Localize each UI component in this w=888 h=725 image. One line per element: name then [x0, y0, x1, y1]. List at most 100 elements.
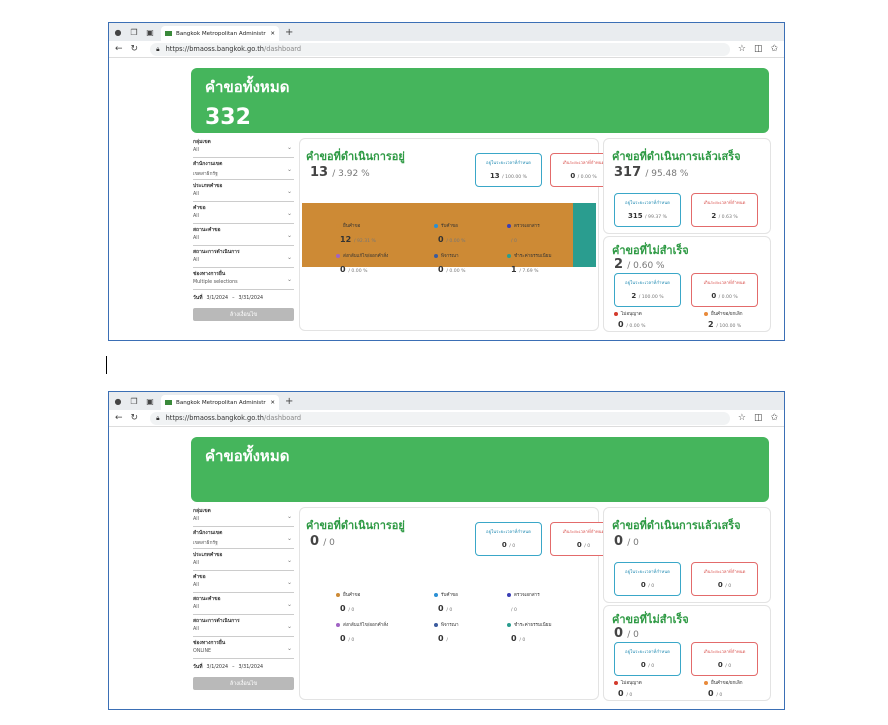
date-label: วันที่ — [193, 295, 203, 301]
over-time-value: 0 — [711, 292, 717, 300]
legend-label: ไม่อนุญาต — [621, 312, 642, 317]
date-range[interactable]: วันที่ 3/1/2024 – 3/31/2024 — [193, 664, 264, 670]
legend-value: 0 — [438, 634, 444, 643]
filter-value: All — [193, 236, 199, 241]
url-path: /dashboard — [263, 414, 302, 422]
over-time-value: 0 — [717, 581, 723, 589]
filter-value: ONLINE — [193, 649, 212, 654]
in-progress-title: คำขอที่ดำเนินการอยู่ — [306, 519, 405, 532]
legend-item: ตรวจเอกสาร / 0 — [507, 592, 540, 613]
filter-4[interactable]: สถานะคำขอ All ⌄ — [193, 593, 294, 615]
legend-item: ส่งกลับแก้ไข/ออกคำสั่ง 0 / 0.00 % — [336, 253, 388, 274]
within-time-label: อยู่ในระยะเวลาที่กำหนด — [625, 281, 670, 286]
filter-0[interactable]: กลุ่มเขต All ⌄ — [193, 505, 294, 527]
legend-item: พิจารณา 0 / 0.00 % — [434, 253, 465, 274]
filter-value: เขตสาธิกรัฐ — [193, 541, 218, 546]
legend-item: รับคำขอ 0 / 0 — [434, 592, 458, 613]
dashboard-page: คำขอทั้งหมด 332 กลุ่มเขต All ⌄ สำนักงานเ… — [109, 58, 784, 340]
favorite-star-icon[interactable]: ☆ — [737, 44, 746, 54]
browser-window: ● ❐ ▣ Bangkok Metropolitan Administr ✕ +… — [108, 391, 785, 710]
date-from[interactable]: 3/1/2024 — [206, 664, 229, 670]
tab-actions-icon[interactable]: ▣ — [146, 27, 154, 37]
filter-2[interactable]: ประเภทคำขอ All ⌄ — [193, 180, 294, 202]
date-to[interactable]: 3/31/2024 — [238, 664, 264, 670]
favicon-icon — [165, 400, 172, 405]
legend-value: 0 — [438, 604, 444, 613]
refresh-icon[interactable]: ↻ — [130, 44, 139, 54]
legend-item: ตรวจเอกสาร / 0 — [507, 223, 540, 244]
back-icon[interactable]: ← — [115, 413, 123, 423]
split-screen-icon[interactable]: ◫ — [753, 44, 763, 54]
filter-label: ประเภทคำขอ — [193, 183, 223, 189]
collections-icon[interactable]: ❐ — [130, 27, 138, 37]
back-icon[interactable]: ← — [115, 44, 123, 54]
chevron-down-icon: ⌄ — [286, 254, 292, 261]
new-tab-icon[interactable]: + — [285, 26, 294, 38]
legend-pct: / 100.00 % — [716, 324, 742, 329]
filter-value: All — [193, 258, 199, 263]
close-icon[interactable]: ✕ — [270, 30, 275, 37]
legend-dot-icon — [507, 622, 511, 627]
legend-label: ยื่นคำขอ — [343, 224, 361, 229]
failed-legend-item: ไม่อนุญาต 0 / 0 — [614, 680, 642, 698]
legend-value: 2 — [708, 320, 714, 329]
filter-value: Multiple selections — [193, 280, 238, 285]
legend-dot-icon — [507, 253, 511, 258]
legend-pct: / — [446, 638, 448, 643]
filter-5[interactable]: สถานะการดำเนินการ All ⌄ — [193, 246, 294, 268]
chevron-down-icon: ⌄ — [286, 166, 292, 173]
legend-dot-icon — [336, 592, 340, 597]
filter-3[interactable]: คำขอ All ⌄ — [193, 571, 294, 593]
filter-1[interactable]: สำนักงานเขต เขตสาธิกรัฐ ⌄ — [193, 158, 294, 180]
failed-card: คำขอที่ไม่สำเร็จ 2 / 0.60 % อยู่ในระยะเว… — [603, 236, 771, 332]
new-tab-icon[interactable]: + — [285, 395, 294, 407]
filter-2[interactable]: ประเภทคำขอ All ⌄ — [193, 549, 294, 571]
browser-tab[interactable]: Bangkok Metropolitan Administr ✕ — [161, 395, 279, 410]
url-field[interactable]: 🔒︎ https://bmaoss.bangkok.go.th/dashboar… — [150, 411, 730, 425]
legend-dot-icon — [434, 592, 438, 597]
legend-label: ส่งกลับแก้ไข/ออกคำสั่ง — [343, 623, 389, 628]
failed-legend-item: ยื่นคำขอ/ยกเลิก 2 / 100.00 % — [704, 311, 743, 329]
clear-filter-button[interactable]: ล้างเงื่อนไข — [193, 677, 294, 690]
in-progress-title: คำขอที่ดำเนินการอยู่ — [306, 150, 405, 163]
date-from[interactable]: 3/1/2024 — [206, 295, 229, 301]
filter-6[interactable]: ช่องทางการยื่น ONLINE ⌄ — [193, 637, 294, 659]
filter-4[interactable]: สถานะคำขอ All ⌄ — [193, 224, 294, 246]
profile-icon[interactable]: ● — [114, 396, 122, 406]
legend-value: 0 — [340, 265, 346, 274]
filter-5[interactable]: สถานะการดำเนินการ All ⌄ — [193, 615, 294, 637]
url-host: https://bmaoss.bangkok.go.th — [165, 414, 264, 422]
collections-icon[interactable]: ❐ — [130, 396, 138, 406]
url-field[interactable]: 🔒︎ https://bmaoss.bangkok.go.th/dashboar… — [150, 42, 730, 56]
filter-3[interactable]: คำขอ All ⌄ — [193, 202, 294, 224]
legend-item: ชำระค่าธรรมเนียม 0 / 0 — [507, 622, 551, 643]
close-icon[interactable]: ✕ — [270, 399, 275, 406]
legend-dot-icon — [434, 253, 438, 258]
favorite-star-icon[interactable]: ☆ — [737, 413, 746, 423]
filter-0[interactable]: กลุ่มเขต All ⌄ — [193, 136, 294, 158]
browser-tab[interactable]: Bangkok Metropolitan Administr ✕ — [161, 26, 279, 41]
chevron-down-icon: ⌄ — [286, 232, 292, 239]
filter-1[interactable]: สำนักงานเขต เขตสาธิกรัฐ ⌄ — [193, 527, 294, 549]
bar-segment-1[interactable] — [573, 203, 596, 267]
failed-legend-item: ไม่อนุญาต 0 / 0.00 % — [614, 311, 645, 329]
within-time-pct: / 99.37 % — [645, 215, 668, 220]
favorites-icon[interactable]: ✩ — [770, 44, 778, 54]
date-to[interactable]: 3/31/2024 — [238, 295, 264, 301]
within-time-label: อยู่ในระยะเวลาที่กำหนด — [625, 570, 670, 575]
over-time-value: 2 — [711, 212, 717, 220]
completed-title: คำขอที่ดำเนินการแล้วเสร็จ — [612, 150, 741, 163]
split-screen-icon[interactable]: ◫ — [753, 413, 763, 423]
filter-value: All — [193, 214, 199, 219]
legend-pct: / 0 — [716, 693, 723, 698]
favorites-icon[interactable]: ✩ — [770, 413, 778, 423]
date-range[interactable]: วันที่ 3/1/2024 – 3/31/2024 — [193, 295, 264, 301]
refresh-icon[interactable]: ↻ — [130, 413, 139, 423]
tab-actions-icon[interactable]: ▣ — [146, 396, 154, 406]
filter-6[interactable]: ช่องทางการยื่น Multiple selections ⌄ — [193, 268, 294, 290]
over-time-label: เกินระยะเวลาที่กำหนด — [703, 201, 746, 206]
profile-icon[interactable]: ● — [114, 27, 122, 37]
legend-pct: / 0 — [511, 239, 517, 244]
clear-filter-button[interactable]: ล้างเงื่อนไข — [193, 308, 294, 321]
legend-label: พิจารณา — [441, 623, 459, 628]
